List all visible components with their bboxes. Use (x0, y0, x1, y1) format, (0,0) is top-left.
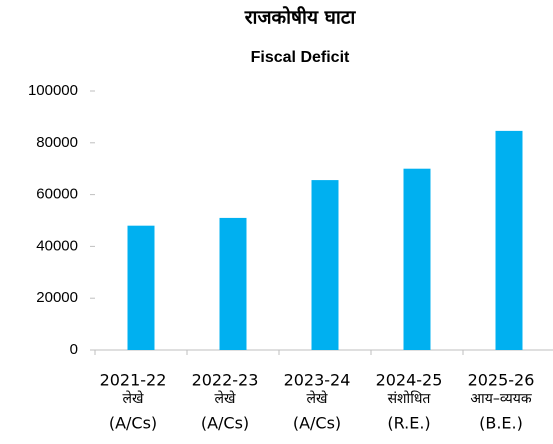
x-tick-label: आय–व्ययक (470, 391, 531, 407)
y-tick-label: 100000 (28, 82, 78, 99)
x-tick-label: संशोधित (388, 390, 432, 407)
x-tick-label: लेखे (123, 390, 144, 407)
x-tick-label: 2022-23 (192, 371, 259, 390)
x-tick-label: (A/Cs) (201, 414, 249, 433)
x-tick-label: (A/Cs) (109, 414, 157, 433)
bar (311, 180, 339, 350)
bar (495, 130, 523, 350)
x-tick-label: (A/Cs) (293, 414, 341, 433)
y-tick-label: 20000 (36, 289, 78, 306)
x-tick-label: 2024-25 (376, 371, 443, 390)
bar (219, 217, 247, 350)
chart-title: राजकोषीय घाटा (244, 6, 357, 29)
x-tick-label: 2025-26 (468, 371, 535, 390)
x-tick-label: (R.E.) (387, 414, 430, 433)
x-tick-label: लेखे (215, 390, 236, 407)
y-tick-label: 40000 (36, 237, 78, 254)
y-tick-label: 0 (70, 341, 78, 358)
y-tick-label: 60000 (36, 186, 78, 203)
bar (403, 168, 431, 350)
bar (127, 225, 155, 350)
chart-subtitle: Fiscal Deficit (251, 49, 350, 66)
x-tick-label: 2023-24 (284, 371, 351, 390)
x-tick-label: लेखे (307, 390, 328, 407)
x-tick-label: (B.E.) (479, 414, 523, 433)
y-tick-label: 80000 (36, 134, 78, 151)
x-tick-label: 2021-22 (100, 371, 167, 390)
